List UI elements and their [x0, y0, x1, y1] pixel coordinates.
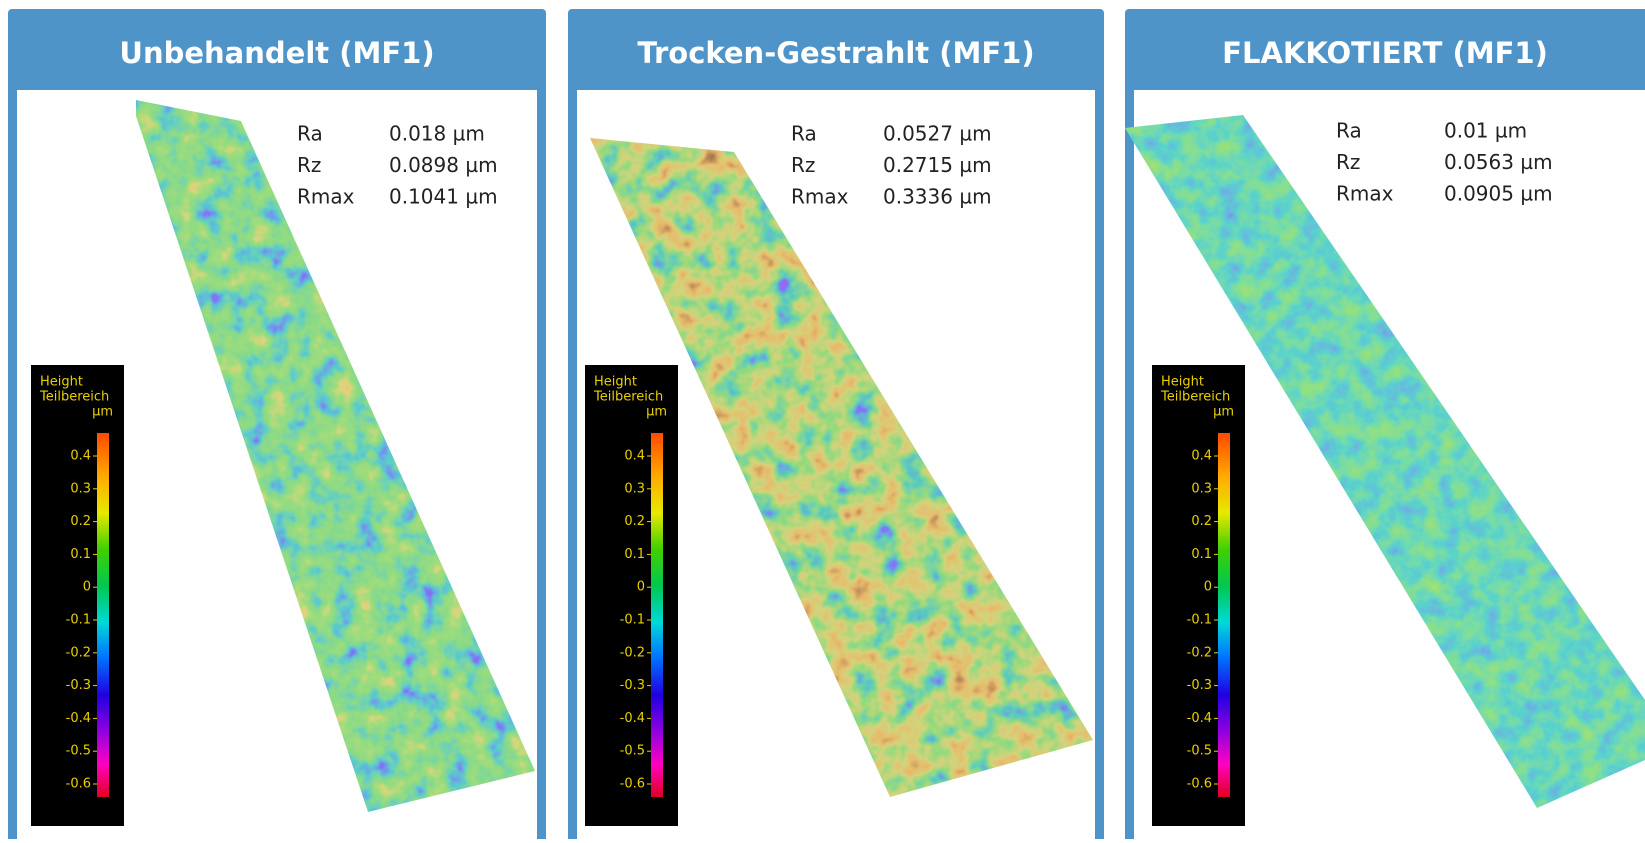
stat-label: Ra	[791, 122, 817, 146]
stat-label: Rz	[791, 153, 815, 177]
colorbar-title: Teilbereich	[593, 390, 663, 405]
colorbar-tick-label: -0.6	[66, 777, 91, 792]
colorbar-title: Height	[40, 375, 83, 390]
colorbar-tick-label: 0.4	[1191, 449, 1212, 464]
panel-title: Unbehandelt (MF1)	[119, 36, 434, 70]
colorbar-tick-label: -0.3	[66, 678, 91, 693]
colorbar-tick-label: -0.6	[1187, 777, 1212, 792]
colorbar-title: Height	[1161, 375, 1204, 390]
stat-label: Rmax	[1336, 182, 1394, 206]
stat-value: 0.2715 µm	[883, 153, 992, 177]
stat-value: 0.3336 µm	[883, 185, 992, 209]
colorbar-title: Teilbereich	[1160, 390, 1230, 405]
colorbar-tick-label: 0.4	[624, 449, 645, 464]
stat-value: 0.1041 µm	[389, 185, 498, 209]
stat-value: 0.018 µm	[389, 122, 485, 146]
colorbar-title: Height	[594, 375, 637, 390]
colorbar-tick-label: 0	[1204, 580, 1212, 595]
colorbar-tick-label: 0.1	[1191, 547, 1212, 562]
colorbar-tick-label: -0.4	[1187, 711, 1212, 726]
colorbar-gradient	[97, 433, 109, 797]
colorbar-title: µm	[1213, 405, 1234, 420]
colorbar-tick-label: 0.4	[70, 449, 91, 464]
colorbar-tick-label: -0.6	[620, 777, 645, 792]
panel-title: Trocken-Gestrahlt (MF1)	[637, 36, 1034, 70]
colorbar-tick-label: -0.1	[1187, 613, 1212, 628]
stat-value: 0.0898 µm	[389, 153, 498, 177]
colorbar-tick-label: -0.1	[620, 613, 645, 628]
stat-label: Ra	[1336, 119, 1362, 143]
stat-label: Ra	[297, 122, 323, 146]
colorbar-tick-label: 0	[83, 580, 91, 595]
stat-value: 0.0527 µm	[883, 122, 992, 146]
colorbar-tick-label: 0.1	[70, 547, 91, 562]
stat-value: 0.0905 µm	[1444, 182, 1553, 206]
colorbar-tick-label: 0.3	[624, 481, 645, 496]
colorbar-tick-label: -0.4	[66, 711, 91, 726]
colorbar-tick-label: 0.1	[624, 547, 645, 562]
colorbar-gradient	[651, 433, 663, 797]
colorbar-tick-label: 0.3	[70, 481, 91, 496]
colorbar-tick-label: -0.5	[1187, 744, 1212, 759]
colorbar-tick-label: 0.2	[624, 514, 645, 529]
colorbar-title: µm	[92, 405, 113, 420]
colorbar-title: µm	[646, 405, 667, 420]
colorbar-tick-label: -0.1	[66, 613, 91, 628]
stat-label: Rmax	[791, 185, 849, 209]
colorbar-tick-label: -0.2	[66, 645, 91, 660]
stat-value: 0.01 µm	[1444, 119, 1527, 143]
colorbar-tick-label: 0.2	[1191, 514, 1212, 529]
screenshot: Unbehandelt (MF1) Ra 0.018 µm Rz 0.0898 µm Rm…	[0, 0, 1645, 839]
stat-label: Rz	[297, 153, 321, 177]
stat-label: Rmax	[297, 185, 355, 209]
colorbar-tick-label: 0.2	[70, 514, 91, 529]
panel-title: FLAKKOTIERT (MF1)	[1222, 36, 1548, 70]
colorbar-tick-label: -0.3	[1187, 678, 1212, 693]
page: Unbehandelt (MF1) Ra 0.018 µm Rz 0.0898 µm Rm…	[0, 0, 1645, 839]
colorbar-tick-label: -0.3	[620, 678, 645, 693]
stat-label: Rz	[1336, 150, 1360, 174]
colorbar-tick-label: -0.2	[1187, 645, 1212, 660]
colorbar-tick-label: 0	[637, 580, 645, 595]
colorbar-tick-label: -0.4	[620, 711, 645, 726]
colorbar-tick-label: -0.5	[620, 744, 645, 759]
colorbar-tick-label: 0.3	[1191, 481, 1212, 496]
colorbar-tick-label: -0.2	[620, 645, 645, 660]
colorbar-tick-label: -0.5	[66, 744, 91, 759]
colorbar-title: Teilbereich	[39, 390, 109, 405]
stat-value: 0.0563 µm	[1444, 150, 1553, 174]
colorbar-gradient	[1218, 433, 1230, 797]
